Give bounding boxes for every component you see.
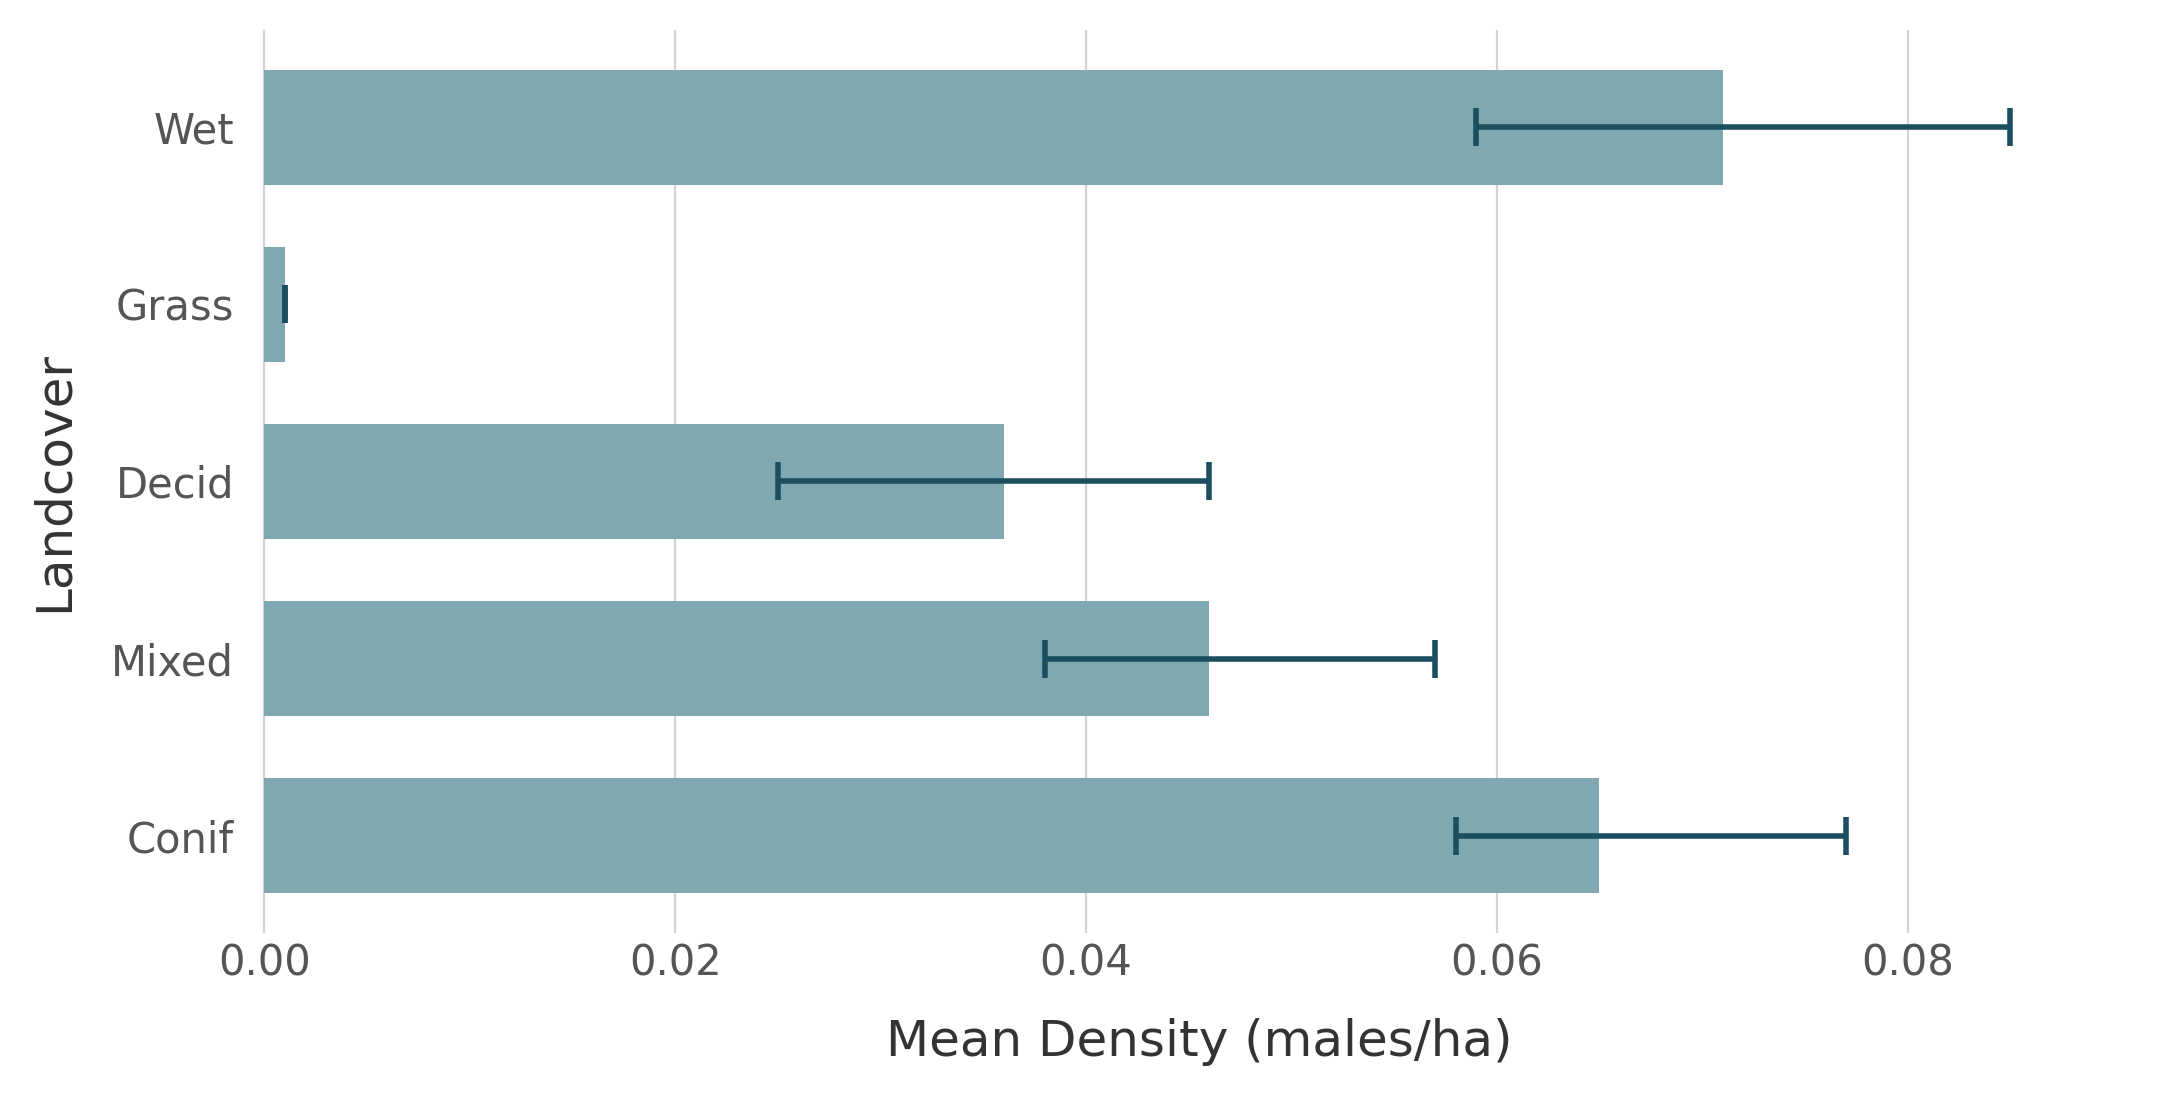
X-axis label: Mean Density (males/ha): Mean Density (males/ha) bbox=[887, 1018, 1511, 1066]
Y-axis label: Landcover: Landcover bbox=[31, 351, 79, 612]
Bar bbox=[264, 424, 1005, 539]
Bar bbox=[264, 601, 1210, 716]
Bar bbox=[264, 247, 284, 362]
Bar bbox=[264, 778, 1599, 893]
Bar bbox=[264, 70, 1723, 185]
